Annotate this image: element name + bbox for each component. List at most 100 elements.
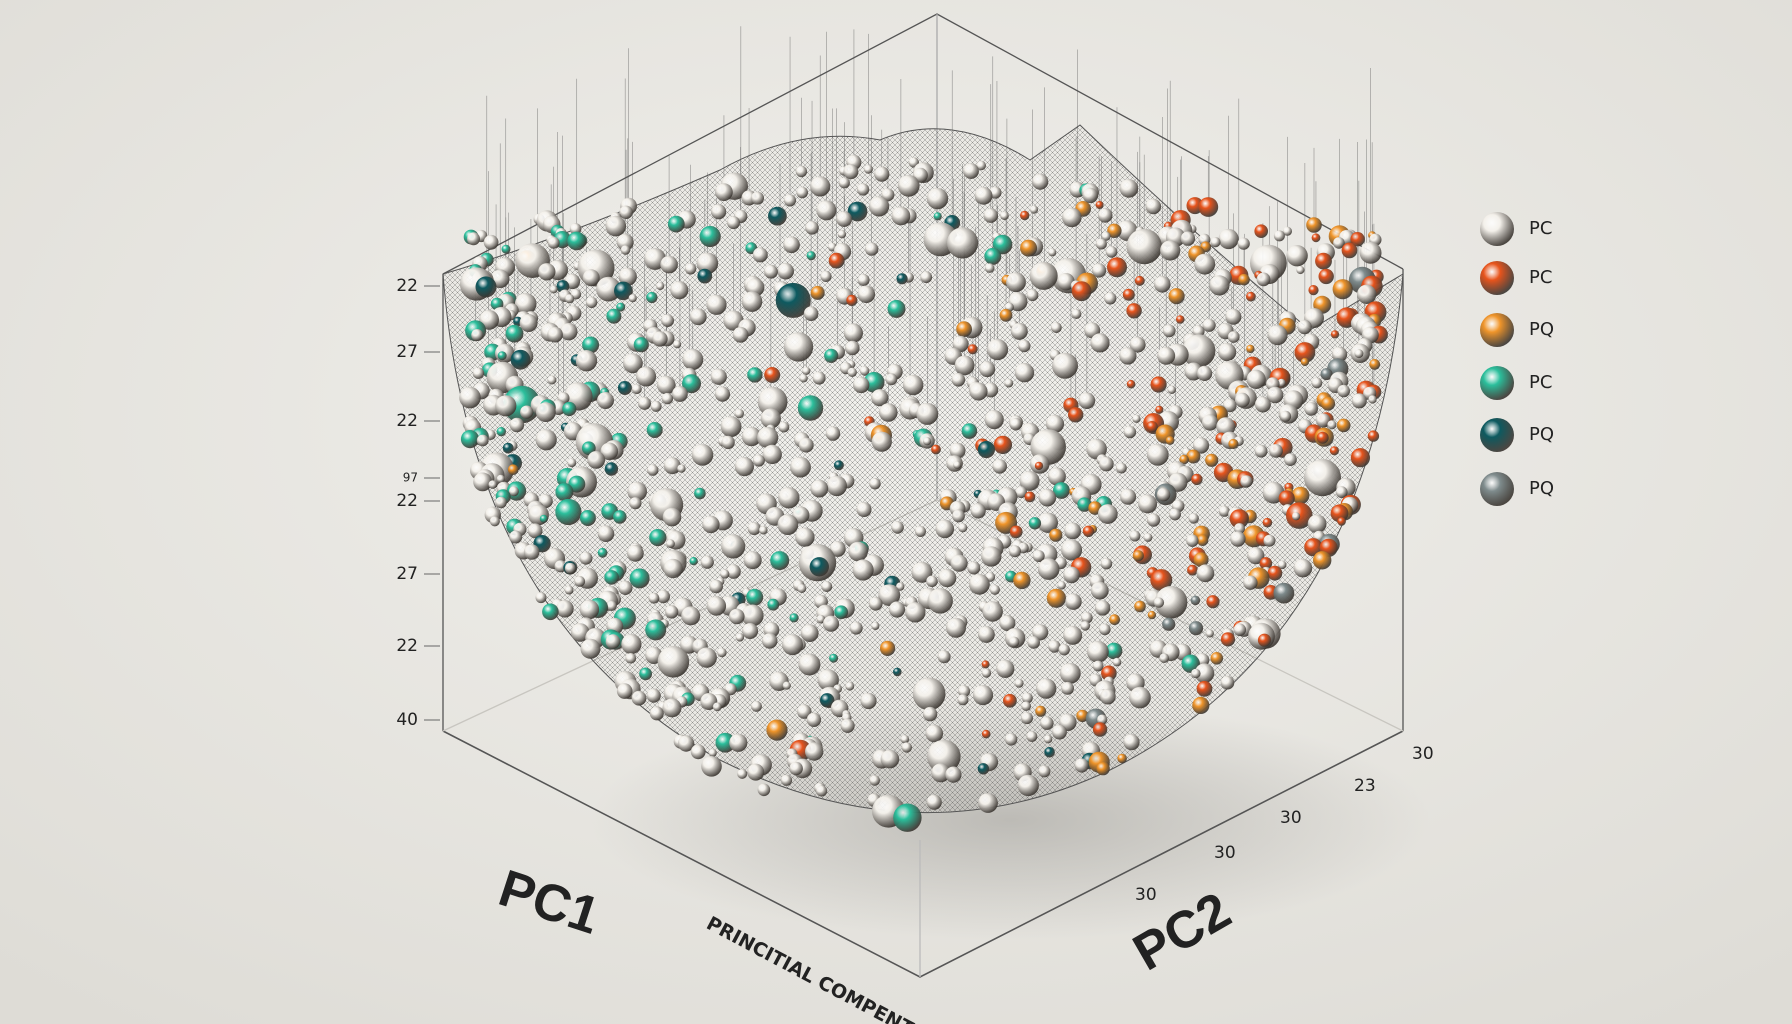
sphere — [925, 724, 944, 743]
z-tick-label: 27 — [396, 564, 418, 584]
sphere — [1119, 179, 1139, 198]
sphere — [596, 276, 621, 302]
sphere — [826, 475, 847, 497]
sphere — [1009, 525, 1023, 539]
sphere — [714, 386, 731, 402]
sphere — [927, 739, 961, 774]
sphere — [783, 194, 797, 207]
sphere — [1293, 558, 1313, 578]
sphere — [810, 479, 829, 498]
sphere — [650, 400, 662, 412]
sphere — [556, 600, 574, 618]
sphere — [519, 314, 538, 332]
sphere — [970, 503, 986, 519]
sphere — [951, 373, 966, 387]
sphere — [613, 510, 627, 524]
sphere — [946, 617, 966, 638]
sphere — [1246, 344, 1255, 354]
sphere — [1123, 425, 1137, 439]
sphere — [747, 522, 761, 536]
sphere — [816, 614, 826, 624]
sphere — [1097, 208, 1113, 223]
sphere — [982, 601, 1003, 622]
sphere — [709, 579, 723, 594]
z-tick-label: 22 — [396, 636, 418, 656]
sphere — [935, 519, 955, 539]
legend-swatch — [1480, 261, 1514, 295]
sphere — [999, 308, 1013, 322]
sphere — [1304, 459, 1341, 497]
sphere — [1254, 396, 1271, 413]
sphere — [721, 534, 746, 559]
sphere — [752, 454, 765, 467]
sphere — [648, 592, 660, 604]
sphere — [560, 323, 578, 341]
sphere — [857, 274, 870, 286]
sphere — [1337, 384, 1350, 398]
sphere — [597, 525, 615, 542]
sphere — [579, 599, 600, 620]
sphere — [986, 339, 1009, 361]
sphere — [742, 623, 759, 639]
sphere — [958, 523, 968, 533]
sphere — [649, 706, 664, 721]
sphere — [751, 701, 762, 712]
sphere — [734, 457, 755, 477]
sphere — [915, 526, 926, 537]
sphere — [1061, 681, 1074, 695]
sphere — [1009, 545, 1021, 558]
sphere — [845, 340, 860, 356]
sphere — [1119, 347, 1137, 365]
sphere — [489, 516, 500, 527]
sphere — [799, 374, 808, 383]
sphere — [737, 768, 748, 779]
sphere — [1155, 405, 1164, 414]
sphere — [795, 165, 808, 178]
sphere — [805, 221, 819, 235]
sphere — [1278, 490, 1295, 507]
sphere — [1336, 418, 1351, 433]
sphere — [1000, 211, 1009, 220]
sphere — [950, 554, 968, 572]
sphere — [1196, 534, 1209, 546]
sphere — [1043, 735, 1053, 744]
y-tick-label: 23 — [1354, 776, 1376, 796]
sphere — [1154, 276, 1171, 293]
sphere — [967, 344, 978, 355]
sphere — [757, 783, 771, 797]
sphere — [926, 187, 949, 210]
sphere — [1104, 292, 1117, 305]
legend-swatch — [1480, 366, 1514, 400]
sphere — [1146, 421, 1158, 433]
sphere — [1050, 322, 1062, 333]
sphere — [1218, 228, 1239, 250]
sphere — [666, 539, 675, 549]
sphere — [778, 487, 800, 509]
sphere — [1234, 523, 1245, 535]
sphere — [1078, 392, 1096, 410]
sphere — [574, 576, 586, 587]
sphere — [1350, 448, 1370, 468]
sphere — [1332, 346, 1348, 362]
sphere — [1194, 663, 1215, 683]
sphere — [691, 444, 714, 466]
sphere — [475, 276, 497, 298]
sphere — [1186, 449, 1201, 464]
sphere — [1092, 722, 1108, 737]
sphere — [1307, 514, 1327, 534]
sphere — [938, 569, 957, 588]
sphere — [1197, 365, 1213, 381]
sphere — [720, 416, 742, 437]
sphere — [956, 321, 972, 338]
sphere — [1153, 597, 1165, 608]
sphere — [1156, 487, 1171, 502]
sphere — [824, 348, 839, 363]
sphere — [1280, 410, 1292, 422]
sphere — [810, 176, 831, 197]
sphere — [1005, 733, 1018, 746]
sphere — [1086, 438, 1107, 460]
sphere — [896, 273, 908, 285]
sphere — [1120, 488, 1137, 505]
sphere — [570, 623, 590, 642]
